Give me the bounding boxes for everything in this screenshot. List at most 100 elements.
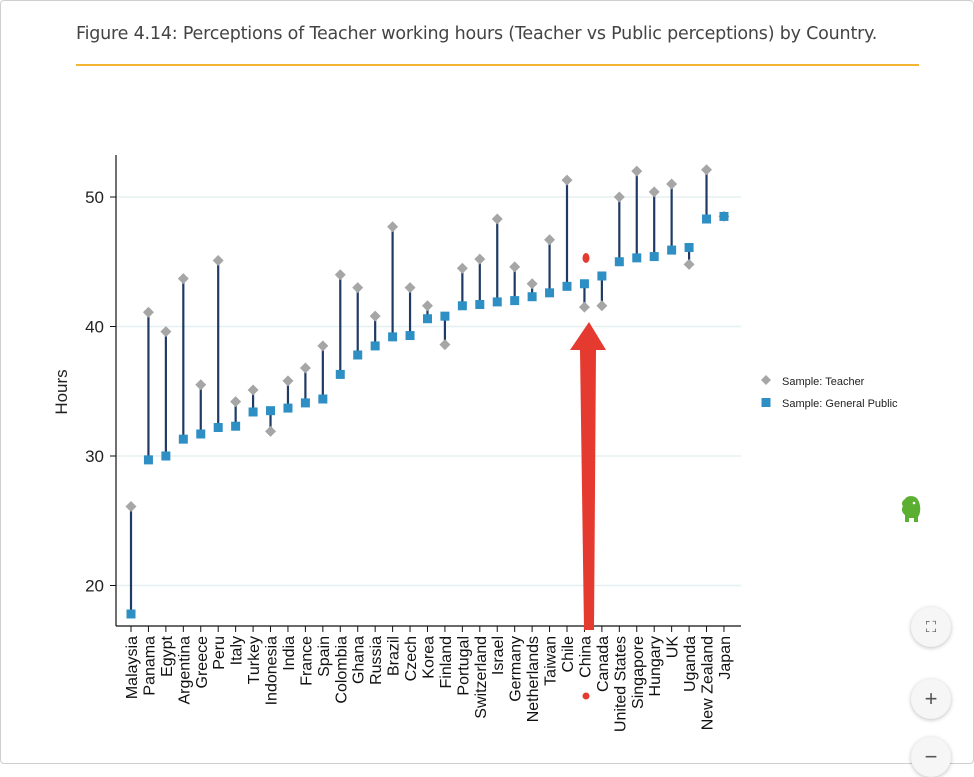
x-tick-label: France	[298, 636, 315, 686]
teacher-point	[439, 339, 451, 351]
teacher-point	[352, 282, 364, 294]
public-point	[684, 243, 694, 253]
teacher-point	[299, 362, 311, 374]
public-point	[440, 311, 450, 321]
x-tick-label: Canada	[595, 636, 612, 692]
x-tick-label: Malaysia	[124, 636, 141, 699]
teacher-point	[404, 282, 416, 294]
public-point	[614, 257, 624, 267]
teacher-point	[648, 186, 660, 198]
x-tick-label: Panama	[141, 636, 158, 696]
public-point	[545, 288, 555, 298]
legend: Sample: Teacher Sample: General Public	[761, 375, 898, 410]
public-point	[510, 296, 520, 306]
x-tick-label: Israel	[490, 636, 507, 675]
x-tick-label: Greece	[194, 636, 211, 689]
figure-title: Figure 4.14: Perceptions of Teacher work…	[76, 24, 878, 44]
collapse-icon: ⛶	[925, 618, 937, 636]
x-tick-label: Russia	[368, 636, 385, 685]
x-tick-label: Japan	[717, 636, 734, 680]
x-tick-label: Portugal	[455, 636, 472, 696]
x-tick-label: Korea	[420, 636, 437, 679]
public-point	[649, 252, 659, 262]
teacher-point	[247, 384, 259, 396]
teacher-point	[421, 300, 433, 312]
x-tick-label: Colombia	[333, 636, 350, 704]
zoom-in-button[interactable]: +	[911, 679, 951, 719]
x-tick-label: Chile	[560, 636, 577, 673]
teacher-point	[125, 501, 137, 513]
public-point	[667, 245, 677, 255]
public-point	[719, 211, 729, 221]
connector-lines	[129, 169, 708, 614]
x-tick-label: Brazil	[386, 636, 403, 676]
public-point	[353, 350, 363, 360]
y-ticks: 20 30 40 50	[85, 188, 116, 596]
x-tick-label: Switzerland	[473, 636, 490, 719]
teacher-point	[578, 301, 590, 313]
x-tick-label: Indonesia	[264, 636, 281, 705]
teacher-point	[142, 306, 154, 318]
teacher-point	[613, 191, 625, 203]
teacher-point	[701, 164, 713, 176]
x-tick-label: Argentina	[176, 636, 193, 705]
y-tick-label: 50	[85, 188, 104, 207]
public-point	[266, 406, 276, 416]
public-point	[178, 434, 188, 444]
public-point	[405, 331, 415, 341]
y-tick-label: 40	[85, 318, 104, 337]
x-tick-label: New Zealand	[700, 636, 717, 730]
x-tick-label: Egypt	[159, 635, 176, 676]
public-point	[492, 297, 502, 307]
public-point	[370, 341, 380, 351]
collapse-button[interactable]: ⛶	[911, 607, 951, 647]
red-arrow-annotation	[570, 322, 606, 630]
public-point	[231, 421, 241, 431]
public-point	[632, 253, 642, 263]
public-point	[300, 398, 310, 408]
x-tick-label: Germany	[508, 636, 525, 702]
teacher-point	[282, 375, 294, 387]
public-point	[161, 451, 171, 461]
x-tick-label: Singapore	[630, 636, 647, 709]
red-dot-annotation	[582, 253, 590, 263]
y-tick-label: 20	[85, 577, 104, 596]
plus-icon: +	[924, 686, 938, 711]
x-tick-label: Ghana	[351, 636, 368, 684]
teacher-point	[456, 262, 468, 274]
x-tick-label: Netherlands	[525, 636, 542, 722]
x-tick-label: United States	[612, 636, 629, 732]
evernote-elephant-icon[interactable]	[899, 493, 923, 523]
x-tick-label: Italy	[229, 636, 246, 665]
x-tick-label: Taiwan	[543, 636, 560, 686]
data-points	[125, 164, 730, 619]
legend-teacher-marker	[761, 375, 771, 385]
teacher-point	[666, 178, 678, 190]
minus-icon: −	[924, 744, 938, 769]
teacher-point	[265, 425, 277, 437]
teacher-point	[474, 253, 486, 265]
x-tick-label: China	[577, 636, 594, 678]
public-point	[143, 455, 153, 465]
public-point	[126, 609, 136, 619]
teacher-point	[683, 258, 695, 270]
public-point	[702, 214, 712, 224]
x-tick-labels: Malaysia Panama Egypt Argentina Greece Peru It…	[124, 626, 734, 732]
y-tick-label: 30	[85, 447, 104, 466]
teacher-point	[596, 300, 608, 312]
public-point	[318, 394, 328, 404]
teacher-point	[160, 326, 172, 338]
public-point	[283, 403, 293, 413]
zoom-out-button[interactable]: −	[911, 737, 951, 777]
x-tick-label: Spain	[316, 636, 333, 677]
x-tick-label: Finland	[438, 636, 455, 688]
public-point	[335, 369, 345, 379]
x-tick-label: Czech	[403, 636, 420, 681]
teacher-point	[195, 379, 207, 391]
teacher-point	[230, 396, 242, 408]
legend-teacher-label: Sample: Teacher	[782, 376, 865, 388]
teacher-point	[369, 310, 381, 322]
public-point	[475, 299, 485, 309]
x-tick-label: UK	[665, 636, 682, 659]
